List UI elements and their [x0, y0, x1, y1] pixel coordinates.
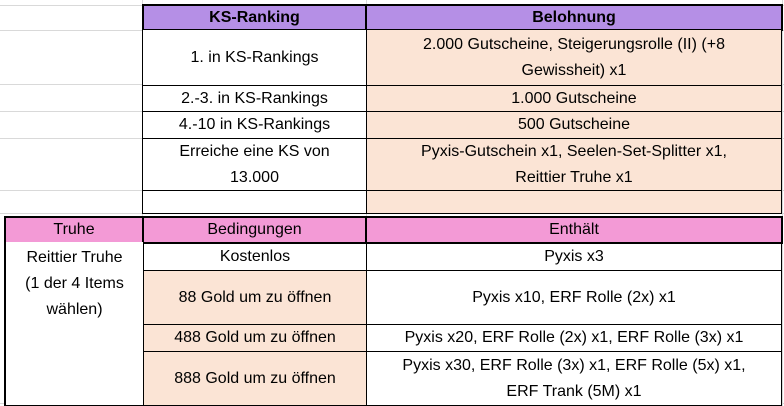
ranking-rank-cell[interactable]: 2.-3. in KS-Rankings	[142, 85, 367, 112]
ranking-empty-cell[interactable]	[366, 190, 782, 214]
chest-contents-cell[interactable]: Pyxis x3	[366, 243, 782, 271]
grid-column-line	[782, 0, 783, 406]
ranking-reward-cell[interactable]: Pyxis-Gutschein x1, Seelen-Set-Splitter …	[366, 138, 782, 191]
ranking-rank-cell[interactable]: Erreiche eine KS von 13.000	[142, 138, 367, 191]
ranking-rank-cell[interactable]: 4.-10 in KS-Rankings	[142, 111, 367, 139]
chest-name: Reittier Truhe	[26, 249, 123, 266]
chest-contents-cell[interactable]: Pyxis x30, ERF Rolle (3x) x1, ERF Rolle …	[366, 351, 782, 406]
ranking-empty-cell[interactable]	[142, 190, 367, 214]
chest-condition-cell[interactable]: Kostenlos	[143, 243, 367, 271]
ranking-reward-cell[interactable]: 2.000 Gutscheine, Steigerungsrolle (II) …	[366, 29, 782, 86]
chest-header-conditions[interactable]: Bedingungen	[142, 216, 367, 244]
chest-contents-cell[interactable]: Pyxis x20, ERF Rolle (2x) x1, ERF Rolle …	[366, 324, 782, 352]
chest-header-chest[interactable]: Truhe	[4, 216, 144, 244]
chest-contents-cell[interactable]: Pyxis x10, ERF Rolle (2x) x1	[366, 270, 782, 325]
chest-condition-cell[interactable]: 88 Gold um zu öffnen	[143, 270, 367, 325]
chest-condition-cell[interactable]: 888 Gold um zu öffnen	[143, 351, 367, 406]
ranking-reward-cell[interactable]: 500 Gutscheine	[366, 111, 782, 139]
chest-name-cell[interactable]: Reittier Truhe (1 der 4 Items wählen)	[4, 242, 144, 406]
ranking-header-rank[interactable]: KS-Ranking	[142, 4, 367, 31]
ranking-rank-cell[interactable]: 1. in KS-Rankings	[142, 29, 367, 86]
chest-note: (1 der 4 Items wählen)	[25, 275, 124, 318]
chest-name-wrap: Reittier Truhe (1 der 4 Items wählen)	[6, 242, 143, 323]
ranking-reward-cell[interactable]: 1.000 Gutscheine	[366, 85, 782, 112]
chest-header-contains[interactable]: Enthält	[365, 216, 783, 244]
chest-condition-cell[interactable]: 488 Gold um zu öffnen	[143, 324, 367, 352]
ranking-header-reward[interactable]: Belohnung	[365, 4, 783, 31]
